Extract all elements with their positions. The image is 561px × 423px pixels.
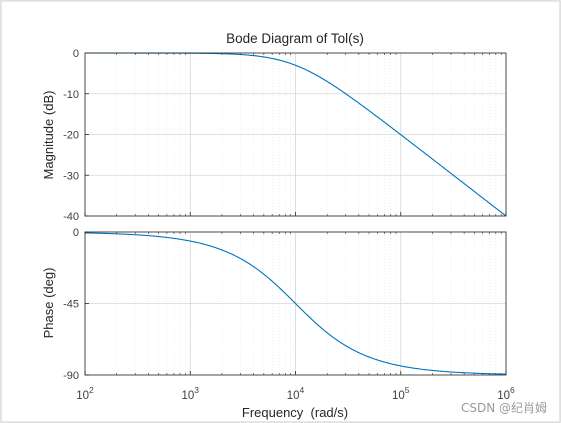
phase-panel: 0 -45 -90 Phase (deg)	[41, 227, 507, 382]
phase-axes-box	[84, 231, 507, 376]
y-tick-label: -90	[63, 370, 79, 382]
x-tick-label: 105	[392, 385, 410, 402]
y-tick-label: 0	[73, 227, 79, 239]
chart-title: Bode Diagram of Tol(s)	[226, 31, 364, 46]
phase-y-label: Phase (deg)	[41, 268, 56, 339]
x-axis-ticks: 102 103 104 105 106	[76, 385, 515, 402]
x-tick-label: 102	[76, 385, 94, 402]
y-tick-label: 0	[73, 48, 79, 60]
magnitude-y-label: Magnitude (dB)	[41, 91, 56, 180]
y-tick-label: -30	[63, 170, 79, 182]
y-tick-label: -40	[63, 211, 79, 223]
x-tick-label: 103	[181, 385, 199, 402]
y-tick-label: -20	[63, 130, 79, 142]
watermark: CSDN @纪肖姆	[460, 401, 547, 415]
x-tick-label: 106	[497, 385, 515, 402]
x-axis-label: Frequency (rad/s)	[242, 405, 348, 420]
y-tick-label: -10	[63, 89, 79, 101]
phase-series-line	[84, 232, 507, 375]
y-tick-label: -45	[63, 299, 79, 311]
magnitude-panel: 0 -10 -20 -30 -40 Magnitude (dB)	[41, 48, 507, 223]
x-tick-label: 104	[287, 385, 305, 402]
magnitude-axes-box	[84, 52, 507, 217]
